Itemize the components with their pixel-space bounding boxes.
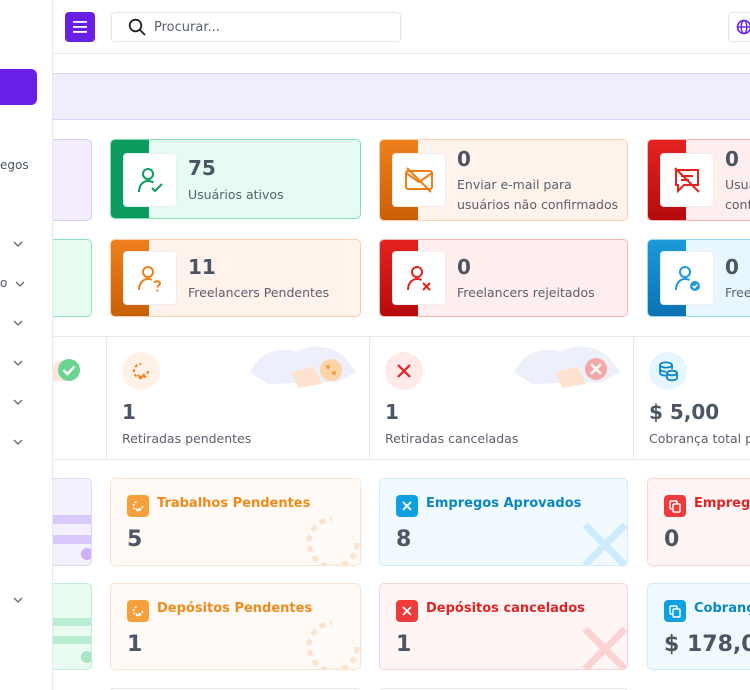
user-check-icon: [123, 153, 177, 207]
freelancers-pending-count: 11: [188, 255, 216, 279]
widget-email-unconfirmed[interactable]: 0 Enviar e-mail para usuários não confir…: [379, 139, 628, 221]
jobs-third-title: Empregos: [694, 496, 750, 511]
deposits-cancelled-title: Depósitos cancelados: [426, 601, 585, 616]
decoration-illustration: [53, 515, 91, 560]
decoration-illustration: [53, 359, 80, 381]
close-icon: [396, 600, 418, 622]
language-button[interactable]: [728, 12, 750, 42]
freelancers-fourth-count: 0: [725, 255, 739, 279]
card-deposits-pending[interactable]: Depósitos Pendentes 1: [110, 583, 361, 670]
active-users-count: 75: [188, 156, 216, 180]
close-icon: [582, 522, 627, 565]
chevron-down-icon[interactable]: [12, 396, 24, 408]
search-box: [111, 12, 401, 42]
chevron-down-icon[interactable]: [12, 357, 24, 369]
active-users-label: Usuários ativos: [188, 187, 284, 202]
close-icon: [396, 495, 418, 517]
search-input[interactable]: [154, 19, 374, 35]
third-card-label-line2: confi: [725, 197, 750, 212]
user-x-icon: [392, 251, 446, 305]
third-card-count: 0: [725, 147, 739, 171]
user-question-icon: [123, 251, 177, 305]
widget-partial-left-green: [53, 239, 92, 317]
decoration-illustration: [53, 618, 91, 663]
widget-freelancers-pending[interactable]: 11 Freelancers Pendentes: [110, 239, 361, 317]
hamburger-icon: [73, 21, 87, 33]
refresh-icon: [306, 620, 360, 669]
withdraw-pending-label: Retiradas pendentes: [122, 431, 252, 446]
decoration-illustration: [250, 346, 356, 388]
card-charges[interactable]: Cobrança $ 178,00: [647, 583, 750, 670]
deposits-cancelled-count: 1: [396, 632, 412, 657]
sidebar-item-label-partial[interactable]: o: [0, 276, 8, 290]
copy-icon: [664, 495, 686, 517]
chevron-down-icon[interactable]: [12, 317, 24, 329]
widget-third-unconfirmed[interactable]: 0 Usuá confi: [647, 139, 750, 221]
charges-title: Cobrança: [694, 601, 750, 616]
copy-icon: [664, 600, 686, 622]
close-icon: [582, 626, 627, 669]
jobs-pending-count: 5: [127, 527, 143, 552]
charges-total-value: $ 5,00: [649, 400, 720, 424]
withdraw-stats-band: [53, 336, 750, 460]
sidebar: egos o: [0, 0, 53, 690]
withdraw-pending-count: 1: [122, 400, 136, 424]
divider: [106, 336, 107, 460]
sidebar-item-label-jobs[interactable]: egos: [0, 158, 29, 172]
deposits-pending-title: Depósitos Pendentes: [157, 601, 313, 616]
deposits-pending-count: 1: [127, 632, 143, 657]
refresh-icon: [306, 516, 360, 565]
bottom-partial-left-purple: [53, 478, 92, 566]
withdraw-cancelled-count: 1: [385, 400, 399, 424]
chevron-down-icon[interactable]: [14, 278, 26, 290]
card-jobs-approved[interactable]: Empregos Aprovados 8: [379, 478, 628, 566]
close-icon: [385, 352, 423, 390]
email-unconfirmed-label: Enviar e-mail para usuários não confirma…: [457, 177, 619, 212]
email-unconfirmed-count: 0: [457, 147, 471, 171]
card-deposits-cancelled[interactable]: Depósitos cancelados 1: [379, 583, 628, 670]
charges-value: $ 178,00: [664, 632, 750, 657]
page-banner: [53, 73, 750, 120]
refresh-icon: [127, 600, 149, 622]
menu-toggle-button[interactable]: [65, 12, 95, 42]
chevron-down-icon[interactable]: [12, 238, 24, 250]
chevron-down-icon[interactable]: [12, 436, 24, 448]
refresh-icon: [122, 352, 160, 390]
freelancers-rejected-count: 0: [457, 255, 471, 279]
freelancers-pending-label: Freelancers Pendentes: [188, 285, 330, 300]
mail-off-icon: [392, 153, 446, 207]
user-verified-icon: [660, 251, 714, 305]
freelancers-rejected-label: Freelancers rejeitados: [457, 285, 595, 300]
coins-icon: [649, 352, 687, 390]
withdraw-cancelled-label: Retiradas canceladas: [385, 431, 519, 446]
sidebar-active-item[interactable]: [0, 69, 37, 105]
card-jobs-third[interactable]: Empregos 0: [647, 478, 750, 566]
divider: [633, 336, 634, 460]
widget-partial-left: [53, 139, 92, 221]
refresh-icon: [127, 495, 149, 517]
message-off-icon: [660, 153, 714, 207]
widget-active-users[interactable]: 75 Usuários ativos: [110, 139, 361, 219]
decoration-illustration: [514, 346, 620, 388]
chevron-down-icon[interactable]: [12, 594, 24, 606]
charges-total-label: Cobrança total par: [649, 431, 750, 446]
jobs-third-count: 0: [664, 527, 680, 552]
widget-freelancers-fourth[interactable]: 0 Freel: [647, 239, 750, 317]
bottom-partial-left-green: [53, 583, 92, 670]
jobs-pending-title: Trabalhos Pendentes: [157, 496, 311, 511]
search-icon: [128, 18, 146, 36]
third-card-label-line1: Usuá: [725, 177, 750, 192]
card-jobs-pending[interactable]: Trabalhos Pendentes 5: [110, 478, 361, 566]
globe-icon: [736, 19, 750, 35]
widget-freelancers-rejected[interactable]: 0 Freelancers rejeitados: [379, 239, 628, 317]
jobs-approved-title: Empregos Aprovados: [426, 496, 582, 511]
divider: [369, 336, 370, 460]
freelancers-fourth-label: Freel: [725, 285, 750, 300]
topbar: [53, 0, 750, 54]
jobs-approved-count: 8: [396, 527, 412, 552]
